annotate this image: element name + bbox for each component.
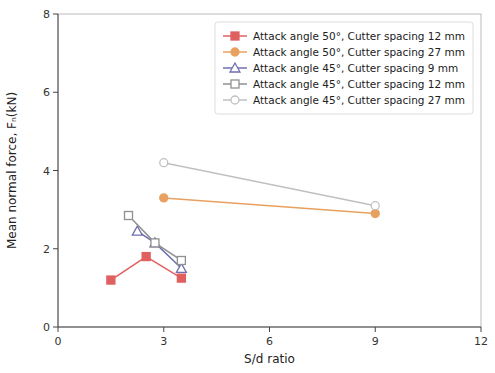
x-tick-label: 6 [266,335,273,348]
point [177,274,185,282]
x-tick [481,327,482,332]
x-tick [269,327,270,332]
point [151,239,159,247]
x-tick-label: 3 [160,335,167,348]
legend-label: Attack angle 50°, Cutter spacing 27 mm [253,46,465,58]
chart: 0 3 6 9 12 0 2 4 6 8 S/d ratio Mean normal force, F… [0,0,495,373]
x-tick-label: 12 [474,335,488,348]
series [160,194,380,218]
legend: Attack angle 50°, Cutter spacing 12 mm At… [215,22,473,114]
x-axis-label: S/d ratio [244,352,295,366]
legend-label: Attack angle 45°, Cutter spacing 9 mm [253,62,458,74]
legend-label: Attack angle 45°, Cutter spacing 12 mm [253,78,465,90]
y-tick-label: 4 [43,165,50,178]
point [125,211,133,219]
point [371,210,379,218]
legend-marker [231,48,239,56]
y-tick-label: 6 [43,86,50,99]
series [107,253,186,284]
legend-label: Attack angle 45°, Cutter spacing 27 mm [253,94,465,106]
x-tick-label: 0 [55,335,62,348]
point [142,253,150,261]
y-tick-label: 2 [43,243,50,256]
series-line [137,231,181,268]
y-axis-label: Mean normal force, Fₙ(kN) [5,92,19,249]
legend-marker [231,96,239,104]
x-tick [375,327,376,332]
point [371,202,379,210]
y-tick [53,248,58,249]
y-tick [53,14,58,15]
y-tick [53,92,58,93]
x-tick [163,327,164,332]
legend-label: Attack angle 50°, Cutter spacing 12 mm [253,30,465,42]
series-line [129,215,182,260]
legend-marker [230,63,240,72]
series-line [164,163,376,206]
y-tick-label: 0 [43,321,50,334]
plot-area [107,159,379,284]
point [160,159,168,167]
point [107,276,115,284]
series [125,211,186,264]
x-tick [58,327,59,332]
point [160,194,168,202]
point [177,256,185,264]
y-tick-label: 8 [43,8,50,21]
legend-box [215,22,473,114]
y-tick [53,170,58,171]
series-line [164,198,376,214]
point [150,238,160,247]
legend-marker [231,32,239,40]
y-tick [53,327,58,328]
plot-frame [58,14,481,327]
x-tick-label: 9 [372,335,379,348]
background [0,0,495,373]
legend-marker [231,80,239,88]
series [132,226,186,272]
series [160,159,380,210]
